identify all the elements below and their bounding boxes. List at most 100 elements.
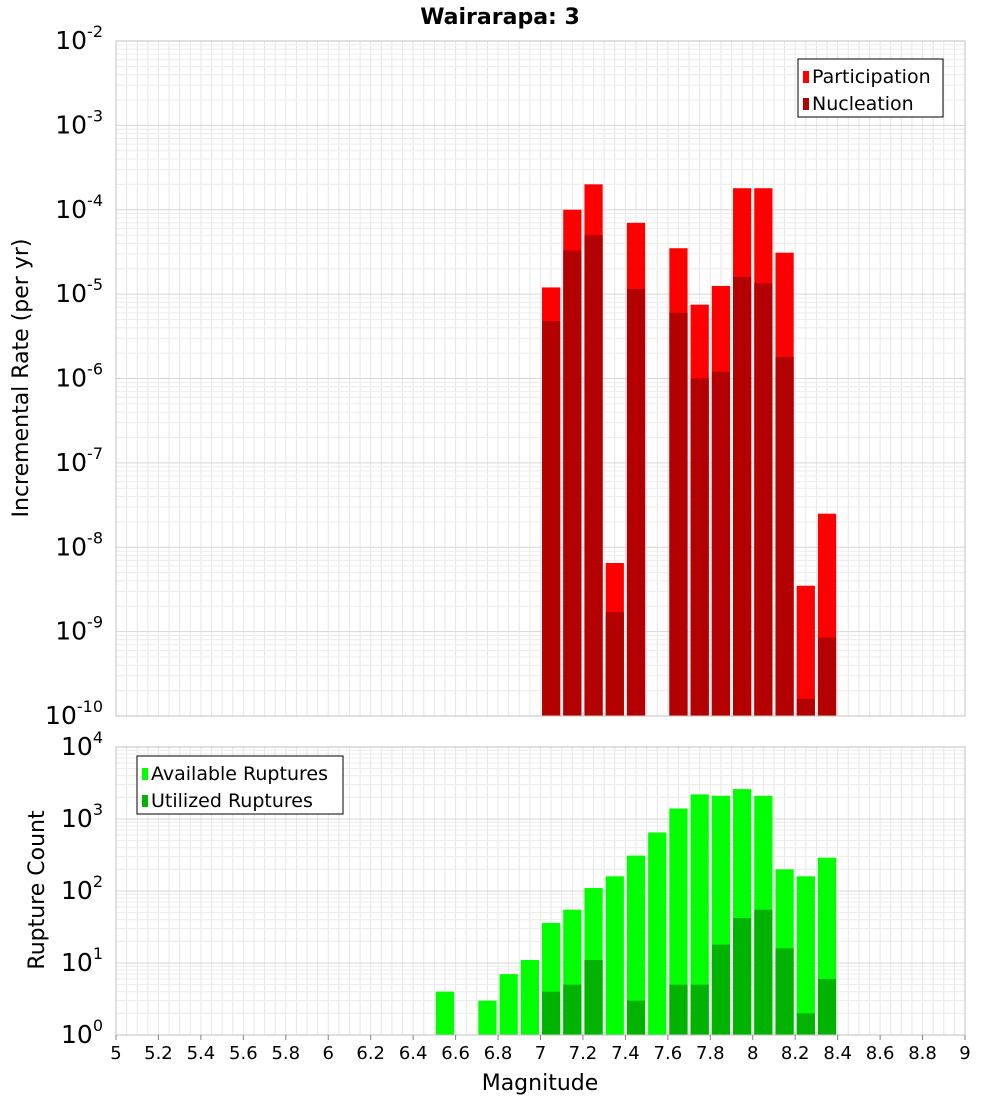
x-tick-label: 5.6 [229, 1043, 258, 1064]
bottom-bar [796, 876, 815, 1035]
top-y-tick-exponent: -6 [87, 360, 103, 379]
top-bar [796, 585, 815, 716]
chart-title: Wairarapa: 3 [420, 5, 580, 30]
bottom-bar [733, 918, 752, 1035]
top-y-tick-label: 10-9 [55, 613, 103, 646]
bottom-bar [669, 808, 688, 1035]
top-y-tick-base: 10 [55, 617, 87, 646]
bottom-y-tick-exponent: 0 [93, 1016, 103, 1035]
x-tick-label: 5 [110, 1043, 121, 1064]
bottom-y-tick-label: 104 [61, 728, 103, 761]
top-y-tick-label: 10-6 [55, 360, 103, 393]
top-legend-swatch [803, 71, 809, 83]
top-bar [754, 283, 773, 716]
top-grid [115, 41, 966, 717]
bottom-bar [690, 984, 709, 1035]
top-y-axis-label: Incremental Rate (per yr) [9, 239, 34, 518]
x-tick-label: 7.6 [654, 1043, 683, 1064]
bottom-bar [817, 978, 837, 1035]
bottom-legend-swatch [142, 795, 148, 807]
top-y-tick-label: 10-3 [55, 106, 103, 139]
bottom-bar [669, 984, 688, 1035]
bottom-bar [584, 960, 603, 1035]
bottom-bar [542, 991, 561, 1035]
top-y-tick-exponent: -3 [87, 106, 103, 125]
bottom-bar [605, 876, 624, 1035]
bottom-y-tick-exponent: 2 [93, 872, 103, 891]
top-y-tick-base: 10 [55, 532, 87, 561]
top-y-tick-base: 10 [55, 26, 87, 55]
x-axis-label: Magnitude [482, 1071, 599, 1096]
top-y-tick-base: 10 [55, 364, 87, 393]
top-y-tick-label: 10-8 [55, 528, 103, 561]
top-bar [584, 235, 603, 716]
top-bar [669, 312, 688, 716]
bottom-bar [520, 960, 539, 1035]
top-y-tick-exponent: -9 [87, 613, 103, 632]
bottom-y-tick-exponent: 4 [93, 728, 103, 747]
x-tick-label: 8.6 [866, 1043, 895, 1064]
bottom-y-tick-base: 10 [61, 876, 93, 905]
top-y-tick-label: 10-10 [45, 697, 103, 730]
top-bar [563, 250, 582, 717]
top-y-tick-exponent: -5 [87, 275, 103, 294]
bottom-y-tick-label: 100 [61, 1016, 103, 1049]
top-bar [711, 371, 731, 716]
top-y-tick-exponent: -7 [87, 444, 103, 463]
x-tick-label: 6.6 [441, 1043, 470, 1064]
top-y-tick-base: 10 [55, 279, 87, 308]
top-legend-box [797, 58, 944, 118]
top-y-tick-exponent: -8 [87, 528, 103, 547]
x-tick-label: 6 [323, 1043, 334, 1064]
bottom-y-tick-label: 103 [61, 800, 103, 833]
bottom-bar [499, 974, 518, 1035]
bottom-bar [711, 944, 731, 1035]
bottom-bar [563, 984, 582, 1035]
x-tick-label: 9 [959, 1043, 970, 1064]
top-bar [733, 276, 752, 716]
bottom-series-utilized-ruptures [542, 909, 837, 1035]
bottom-y-axis-label: Rupture Count [25, 810, 50, 970]
top-legend-swatch [803, 98, 809, 110]
x-tick-label: 7.8 [696, 1043, 725, 1064]
top-y-tick-label: 10-2 [55, 22, 103, 55]
x-tick-label: 5.4 [187, 1043, 216, 1064]
x-tick-label: 5.2 [144, 1043, 173, 1064]
bottom-y-tick-base: 10 [61, 1020, 93, 1049]
top-y-tick-base: 10 [45, 701, 77, 730]
top-y-tick-exponent: -2 [87, 22, 103, 41]
top-plot-frame [115, 40, 966, 717]
x-tick-label: 7.4 [611, 1043, 640, 1064]
top-legend-label: Nucleation [812, 93, 914, 115]
top-bar [775, 356, 794, 716]
bottom-y-tick-base: 10 [61, 732, 93, 761]
x-tick-label: 6.8 [484, 1043, 513, 1064]
x-tick-label: 7 [535, 1043, 546, 1064]
top-bar [817, 637, 837, 716]
top-bar [605, 612, 624, 716]
top-y-tick-exponent: -10 [77, 697, 103, 716]
top-bar [542, 321, 561, 716]
x-tick-label: 8.4 [823, 1043, 852, 1064]
bottom-bar [626, 855, 646, 1035]
top-y-tick-label: 10-5 [55, 275, 103, 308]
bottom-bar [478, 1000, 497, 1035]
bottom-bar [626, 1000, 646, 1035]
x-tick-label: 7.2 [569, 1043, 598, 1064]
top-bar [796, 698, 815, 716]
bottom-y-tick-exponent: 1 [93, 944, 103, 963]
bottom-y-tick-base: 10 [61, 948, 93, 977]
bottom-legend-label: Available Ruptures [151, 763, 328, 785]
x-tick-label: 8 [747, 1043, 758, 1064]
top-legend-label: Participation [812, 66, 931, 88]
x-tick-label: 6.4 [399, 1043, 428, 1064]
top-bar [626, 289, 646, 716]
x-tick-label: 8.8 [908, 1043, 937, 1064]
bottom-y-tick-base: 10 [61, 804, 93, 833]
bottom-bar [648, 832, 667, 1035]
top-bar [690, 378, 709, 716]
